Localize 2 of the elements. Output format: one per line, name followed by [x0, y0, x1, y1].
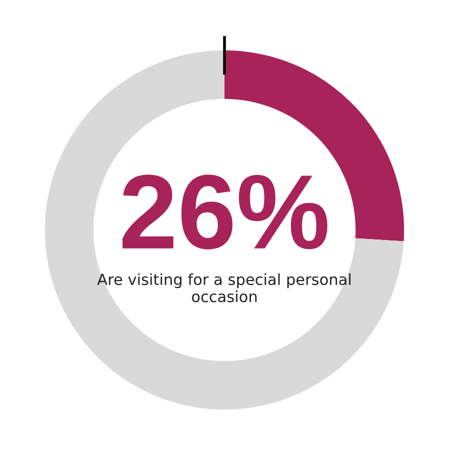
data-label: 26% — [122, 174, 328, 250]
text: Are visiting for a special personal occasion — [97, 273, 350, 302]
